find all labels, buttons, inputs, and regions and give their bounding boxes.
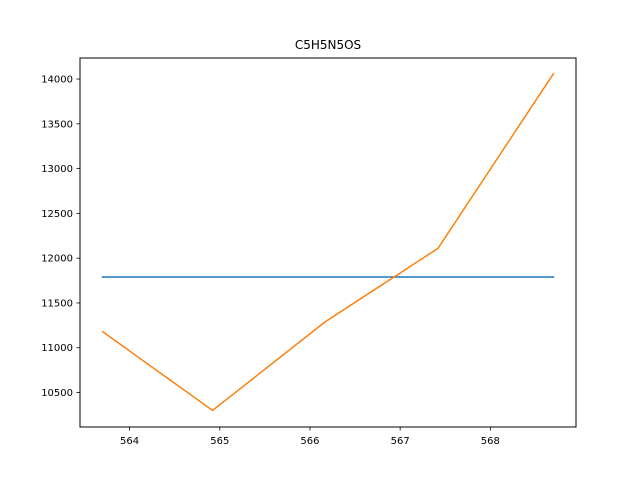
x-tick-label: 567	[391, 436, 410, 447]
y-tick-label: 14000	[41, 75, 73, 86]
y-tick-label: 11500	[41, 298, 73, 309]
series-layer	[101, 72, 555, 412]
y-axis: 10500 11000 11500 12000 12500 13000 13500 14000	[41, 75, 80, 399]
plot-frame	[79, 57, 577, 428]
y-tick-label: 11000	[41, 343, 73, 354]
y-tick-label: 12000	[41, 254, 73, 265]
y-tick-label: 13000	[41, 164, 73, 175]
x-tick-label: 568	[481, 436, 500, 447]
x-tick-label: 564	[120, 436, 139, 447]
x-tick-label: 566	[300, 436, 319, 447]
series-line-2	[101, 72, 555, 412]
chart-title: C5H5N5OS	[295, 38, 361, 52]
y-tick-label: 10500	[41, 388, 73, 399]
y-tick-label: 12500	[41, 209, 73, 220]
x-axis: 564 565 566 567 568	[120, 427, 500, 447]
x-tick-label: 565	[210, 436, 229, 447]
y-tick-label: 13500	[41, 119, 73, 130]
